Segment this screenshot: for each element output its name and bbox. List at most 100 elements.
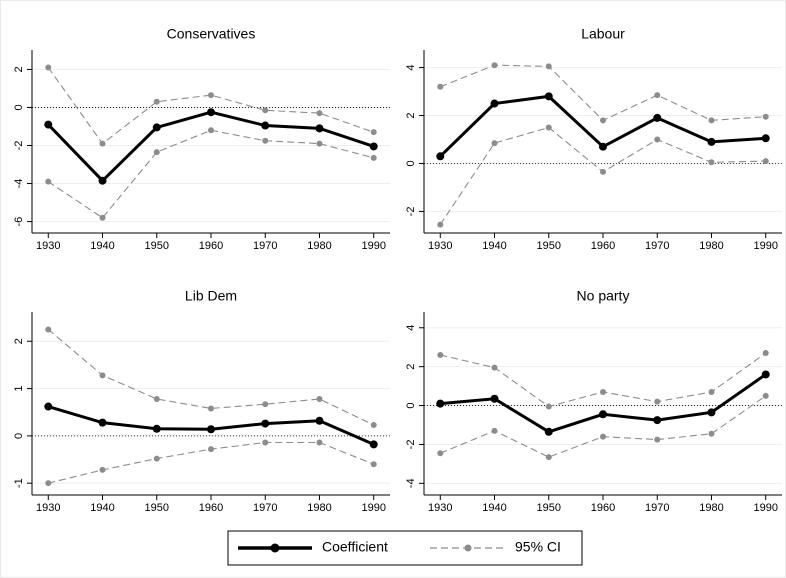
data-point [545,63,552,70]
data-point [99,140,106,147]
x-tick-label: 1930 [36,240,60,252]
data-point [762,392,769,399]
x-tick-label: 1940 [90,240,114,252]
data-point [262,401,269,408]
data-point [316,110,323,117]
data-point [370,422,377,428]
x-tick-label: 1940 [90,502,114,514]
data-point [98,418,107,427]
y-tick-label: 2 [405,364,417,370]
data-point [99,214,106,221]
data-point [762,158,769,165]
x-tick-label: 1980 [699,502,723,514]
y-tick-label: 4 [405,65,417,71]
x-tick-label: 1970 [253,240,277,252]
data-point [152,123,161,132]
data-point [370,129,377,136]
data-point [707,137,716,146]
data-point [600,433,606,440]
x-tick-label: 1950 [145,502,169,514]
data-point [153,98,160,105]
x-tick-label: 1980 [699,240,723,252]
y-tick-label: -2 [405,440,417,450]
data-point [654,92,661,99]
x-tick-label: 1980 [307,240,331,252]
legend-marker [270,543,280,553]
y-tick-label: 0 [405,160,417,166]
y-tick-label: -2 [405,207,417,217]
x-tick-label: 1970 [253,502,277,514]
x-tick-label: 1960 [199,240,223,252]
x-tick-label: 1950 [537,502,561,514]
panel: Lib Dem -1 0 1 2 1930 1940 1950 1960 1970 1980 1990 [13,288,390,514]
x-tick-label: 1970 [645,502,669,514]
x-tick-label: 1930 [36,502,60,514]
data-point [208,446,214,453]
data-point [708,430,715,437]
data-point [153,455,160,462]
data-point [490,394,499,403]
data-point [544,427,553,436]
data-point [708,388,715,395]
x-tick-label: 1970 [645,240,669,252]
panel-title: Conservatives [167,26,256,42]
data-point [152,424,161,433]
x-tick-label: 1930 [428,240,452,252]
data-point [654,136,661,143]
data-point [207,425,215,434]
data-point [599,410,607,419]
data-point [708,159,715,166]
data-point [45,178,52,185]
x-tick-label: 1940 [482,240,506,252]
data-point [45,64,52,71]
data-point [315,124,324,133]
panel-title: Lib Dem [185,288,237,304]
y-tick-label: 2 [405,112,417,118]
x-tick-label: 1950 [537,240,561,252]
y-tick-label: 0 [13,433,25,439]
x-tick-label: 1990 [361,240,385,252]
data-point [261,121,270,130]
data-point [370,461,377,468]
y-tick-label: -6 [13,217,25,227]
data-point [708,117,715,124]
x-tick-label: 1980 [307,502,331,514]
data-point [653,113,662,122]
y-tick-label: -1 [13,478,25,488]
data-point [262,107,269,114]
panel: No party -4 -2 0 2 4 1930 1940 1950 1960 1970 1980 1… [405,288,782,514]
data-point [98,176,107,185]
data-point [45,326,52,333]
x-tick-label: 1950 [145,240,169,252]
data-point [761,134,770,143]
data-point [545,124,552,131]
data-point [600,168,606,175]
data-point [262,439,269,446]
data-point [369,142,378,151]
data-point [761,370,770,379]
data-point [44,120,53,129]
data-point [600,388,606,395]
data-point [99,466,106,473]
data-point [437,221,444,228]
y-tick-label: 2 [13,338,25,344]
x-tick-label: 1960 [199,502,223,514]
data-point [207,108,215,117]
data-point [370,154,377,161]
y-tick-label: 2 [13,66,25,72]
data-point [436,152,445,161]
data-point [490,99,499,108]
data-point [762,350,769,357]
legend-label: Coefficient [322,539,388,555]
y-tick-label: 0 [13,104,25,110]
data-point [437,352,444,358]
data-point [545,454,552,461]
data-point [654,436,661,443]
y-tick-label: 1 [13,386,25,392]
data-point [99,372,106,379]
data-point [654,398,661,405]
data-point [599,142,607,151]
data-point [437,450,444,457]
